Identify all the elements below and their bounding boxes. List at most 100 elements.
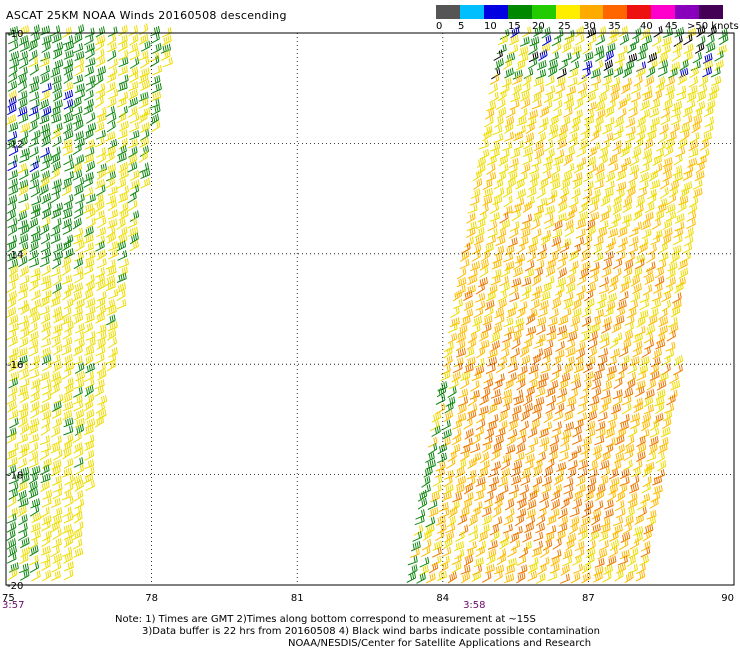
wind-barb <box>490 388 501 399</box>
wind-barb <box>574 291 585 303</box>
wind-barb <box>573 109 583 120</box>
wind-barb <box>630 91 641 103</box>
wind-barb <box>519 484 529 496</box>
wind-barb <box>623 330 634 342</box>
wind-barb <box>95 56 106 68</box>
wind-barb <box>473 234 484 246</box>
wind-barb <box>683 51 693 63</box>
wind-barb <box>578 211 589 222</box>
wind-barb <box>541 171 552 182</box>
wind-barb <box>28 457 39 469</box>
wind-barb <box>586 476 597 488</box>
wind-barb <box>610 83 620 95</box>
wind-barb <box>74 424 84 436</box>
wind-barb <box>613 377 623 390</box>
wind-barb <box>592 243 603 255</box>
wind-barb <box>435 393 446 405</box>
wind-barb <box>658 325 668 336</box>
wind-barb <box>664 91 675 103</box>
wind-barb <box>96 279 106 292</box>
wind-barb <box>522 394 533 406</box>
wind-barb <box>628 100 638 112</box>
wind-barb <box>53 59 64 70</box>
wind-barb <box>62 439 73 452</box>
wind-barb <box>41 328 51 341</box>
wind-barb <box>73 184 84 196</box>
wind-barb <box>511 203 522 214</box>
wind-barb <box>608 546 618 558</box>
wind-barb <box>74 83 85 94</box>
wind-barb <box>650 99 661 110</box>
wind-barb <box>443 469 454 480</box>
wind-barb <box>50 371 61 382</box>
wind-barb <box>670 380 681 391</box>
wind-barb <box>52 417 62 429</box>
wind-barb <box>564 403 575 415</box>
wind-barb <box>161 35 172 46</box>
wind-barb <box>451 554 462 565</box>
wind-barb <box>51 328 62 340</box>
wind-barb <box>84 128 94 140</box>
wind-barb <box>607 34 617 46</box>
wind-barb <box>140 56 150 69</box>
wind-barb <box>525 122 535 135</box>
wind-barb <box>470 506 481 518</box>
wind-barb <box>649 363 659 375</box>
wind-barb <box>584 115 595 126</box>
wind-barb <box>96 249 106 261</box>
wind-barb <box>105 105 115 118</box>
wind-barb <box>642 529 652 542</box>
wind-barb <box>7 80 18 92</box>
wind-barb <box>546 395 557 406</box>
wind-barb <box>39 305 50 316</box>
wind-barb <box>513 395 524 406</box>
wind-barb <box>505 52 516 64</box>
wind-barb <box>597 26 607 38</box>
wind-barb <box>575 475 586 487</box>
wind-barb <box>475 282 485 295</box>
wind-barb <box>521 277 532 287</box>
wind-barb <box>479 203 489 216</box>
wind-barb <box>492 195 503 206</box>
wind-barb <box>28 217 39 230</box>
wind-barb <box>417 489 428 502</box>
wind-barb <box>642 35 652 46</box>
wind-barb <box>540 43 551 55</box>
wind-barb <box>73 386 83 398</box>
wind-barb <box>686 91 697 103</box>
wind-barb <box>95 402 105 414</box>
wind-barb <box>150 104 161 116</box>
wind-barb <box>598 531 609 542</box>
wind-barb <box>436 523 447 534</box>
wind-barb <box>631 83 641 94</box>
wind-barb <box>472 316 483 327</box>
wind-barb <box>41 354 52 366</box>
wind-barb <box>643 266 653 278</box>
wind-barb <box>645 324 656 336</box>
wind-barb <box>551 236 562 247</box>
wind-barb <box>590 75 601 86</box>
wind-barb <box>527 562 538 574</box>
wind-barb <box>73 511 83 524</box>
wind-barb <box>546 331 557 342</box>
wind-barb <box>432 475 443 487</box>
wind-barb <box>688 76 698 88</box>
wind-barb <box>594 557 605 568</box>
wind-barb <box>40 241 51 253</box>
wind-barb <box>666 268 676 280</box>
wind-barb <box>456 412 467 423</box>
wind-barb <box>560 115 571 128</box>
wind-barb <box>626 555 636 567</box>
wind-barb <box>41 192 51 205</box>
wind-barb <box>425 524 435 536</box>
wind-barb <box>150 26 161 37</box>
wind-barb <box>522 531 532 543</box>
wind-barb <box>75 137 85 149</box>
wind-barb <box>18 337 29 349</box>
wind-barb <box>683 43 694 54</box>
wind-barb <box>8 360 19 372</box>
wind-barb <box>594 363 605 374</box>
wind-barb <box>647 243 657 256</box>
wind-barb <box>96 184 106 197</box>
wind-barb <box>595 299 606 311</box>
